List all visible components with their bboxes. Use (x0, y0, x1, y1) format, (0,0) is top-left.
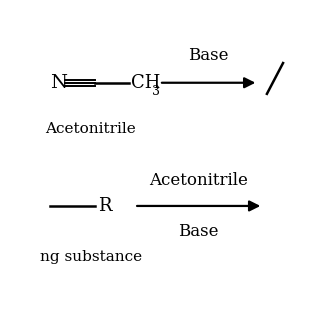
Text: ng substance: ng substance (40, 250, 142, 264)
Text: CH: CH (131, 74, 160, 92)
Text: R: R (98, 197, 112, 215)
Text: Acetonitrile: Acetonitrile (149, 172, 248, 189)
Text: N: N (50, 74, 67, 92)
Text: 3: 3 (152, 85, 160, 98)
Text: Acetonitrile: Acetonitrile (45, 122, 136, 136)
Text: Base: Base (188, 47, 229, 64)
Text: Base: Base (179, 223, 219, 240)
